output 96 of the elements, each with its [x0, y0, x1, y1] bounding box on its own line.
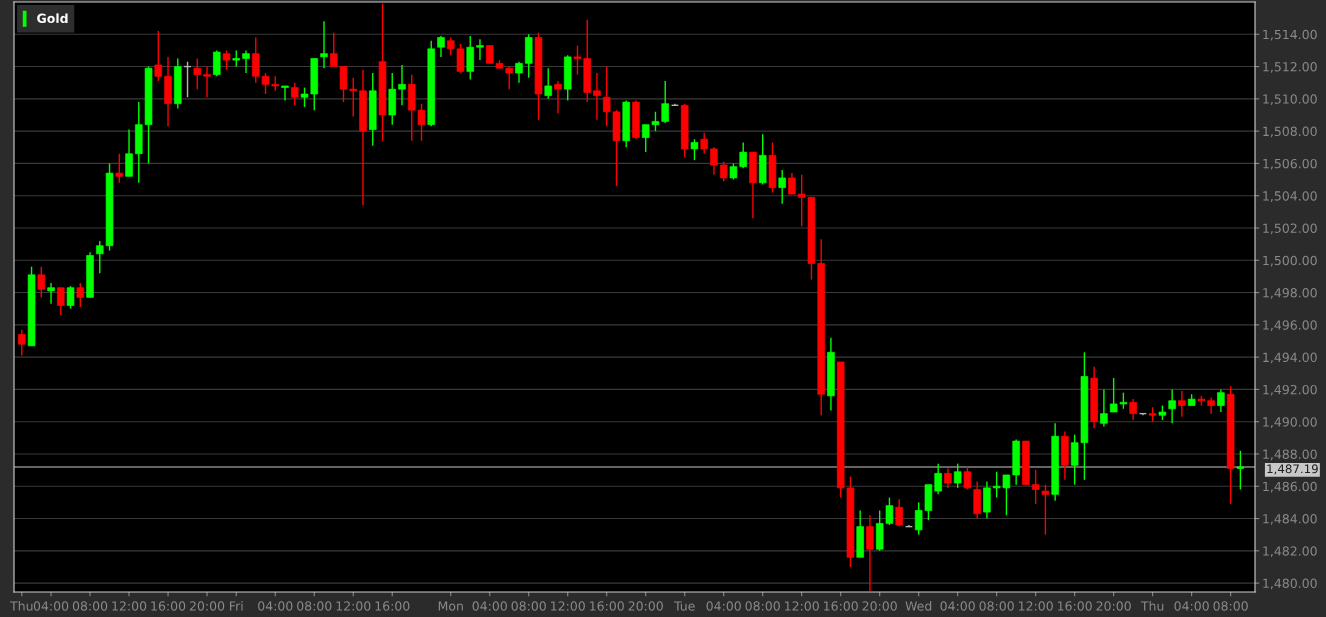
y-tick-label: 1,514.00 — [1263, 29, 1317, 41]
x-tick-label: 12:00 — [112, 601, 147, 611]
x-tick-label: 16:00 — [375, 601, 410, 611]
candlestick — [778, 169, 786, 205]
candlestick — [154, 30, 163, 82]
candlestick — [242, 49, 250, 74]
candlestick — [788, 172, 796, 195]
ref-line-label: 1,487.19 — [1267, 464, 1318, 475]
y-tick-label: 1,486.00 — [1263, 481, 1317, 493]
y-tick-label: 1,502.00 — [1263, 223, 1317, 235]
y-tick-label: 1,494.00 — [1263, 352, 1317, 364]
legend-label: Gold — [37, 13, 68, 24]
candlestick — [690, 138, 699, 161]
candlestick — [66, 285, 75, 310]
x-tick-label: 04:00 — [258, 601, 293, 611]
x-tick-label: 16:00 — [590, 601, 624, 611]
candlestick — [544, 67, 552, 100]
y-tick-label: 1,508.00 — [1263, 126, 1317, 138]
candlestick — [213, 49, 221, 77]
x-tick-label: 08:00 — [1213, 601, 1248, 611]
x-tick-label: Fri — [230, 601, 243, 611]
candlestick — [320, 20, 328, 69]
candlestick — [398, 64, 406, 107]
candlestick — [700, 132, 708, 155]
candlestick — [1168, 388, 1176, 425]
candlestick — [18, 328, 26, 357]
y-tick-label: 1,496.00 — [1263, 320, 1317, 332]
x-tick-label: 04:00 — [940, 601, 975, 611]
x-tick-label: 08:00 — [72, 601, 108, 611]
y-tick-label: 1,498.00 — [1263, 288, 1317, 299]
candlestick — [476, 38, 484, 61]
candlestick — [866, 514, 874, 592]
candlestick — [193, 57, 202, 90]
y-tick-label: 1,500.00 — [1263, 255, 1317, 267]
candlestick — [76, 282, 85, 308]
candlestick — [1100, 388, 1108, 428]
candlestick — [934, 462, 942, 496]
x-tick-label: 16:00 — [1058, 601, 1092, 611]
x-tick-label: 12:00 — [551, 601, 585, 611]
x-tick-label: 20:00 — [189, 601, 225, 611]
candlestick — [437, 35, 445, 58]
candlestick — [710, 146, 718, 176]
candlestick — [1236, 450, 1245, 491]
candlestick — [1031, 469, 1040, 505]
candlestick — [1217, 388, 1225, 413]
candlestick — [1041, 483, 1050, 536]
x-tick-label: Wed — [905, 601, 932, 611]
candlestick — [291, 82, 299, 107]
x-tick-label: 12:00 — [1019, 601, 1053, 611]
y-tick-label: 1,488.00 — [1263, 449, 1317, 461]
candlestick — [281, 85, 289, 102]
x-tick-label: 08:00 — [297, 601, 332, 611]
candlestick — [57, 287, 65, 316]
candlestick — [944, 467, 952, 489]
candlestick — [1129, 398, 1137, 421]
candlestick — [515, 61, 523, 84]
candlestick — [719, 161, 728, 182]
x-tick-label: 20:00 — [862, 601, 897, 611]
x-tick-label: 16:00 — [824, 601, 858, 611]
candlestick — [37, 266, 46, 299]
candlestick — [895, 498, 903, 528]
y-tick-label: 1,480.00 — [1263, 578, 1317, 590]
x-tick-label: 12:00 — [785, 601, 819, 611]
candlestick — [125, 128, 133, 178]
candlestick — [203, 65, 211, 98]
x-tick-label: 08:00 — [979, 601, 1014, 611]
y-tick-label: 1,512.00 — [1263, 62, 1317, 73]
candlestick — [47, 282, 55, 305]
y-tick-label: 1,510.00 — [1263, 94, 1317, 106]
y-tick-label: 1,492.00 — [1263, 384, 1317, 396]
y-tick-label: 1,482.00 — [1263, 546, 1317, 558]
x-tick-label: 04:00 — [1174, 601, 1209, 611]
x-tick-label: Thu — [10, 601, 33, 611]
x-tick-label: Mon — [438, 601, 463, 611]
candlestick — [593, 72, 601, 121]
candlestick — [1207, 396, 1215, 415]
x-tick-label: 04:00 — [33, 601, 69, 611]
y-tick-label: 1,506.00 — [1263, 158, 1317, 170]
x-tick-label: Thu — [1140, 601, 1164, 611]
x-tick-label: 04:00 — [706, 601, 741, 611]
candlestick — [554, 80, 562, 115]
x-tick-label: 12:00 — [336, 601, 371, 611]
candlestick — [953, 462, 962, 489]
candlestick — [115, 153, 124, 184]
candlestick — [222, 49, 231, 71]
candlestick — [1178, 390, 1186, 418]
x-tick-label: 20:00 — [1096, 601, 1131, 611]
y-tick-label: 1,490.00 — [1263, 417, 1317, 428]
x-tick-label: 20:00 — [628, 601, 663, 611]
x-tick-label: 08:00 — [745, 601, 780, 611]
x-tick-label: 08:00 — [511, 601, 546, 611]
x-tick-label: 04:00 — [472, 601, 507, 611]
x-tick-label: 16:00 — [151, 601, 186, 611]
y-tick-label: 1,504.00 — [1263, 191, 1317, 202]
x-tick-label: Tue — [673, 601, 695, 611]
y-tick-label: 1,484.00 — [1263, 514, 1317, 525]
